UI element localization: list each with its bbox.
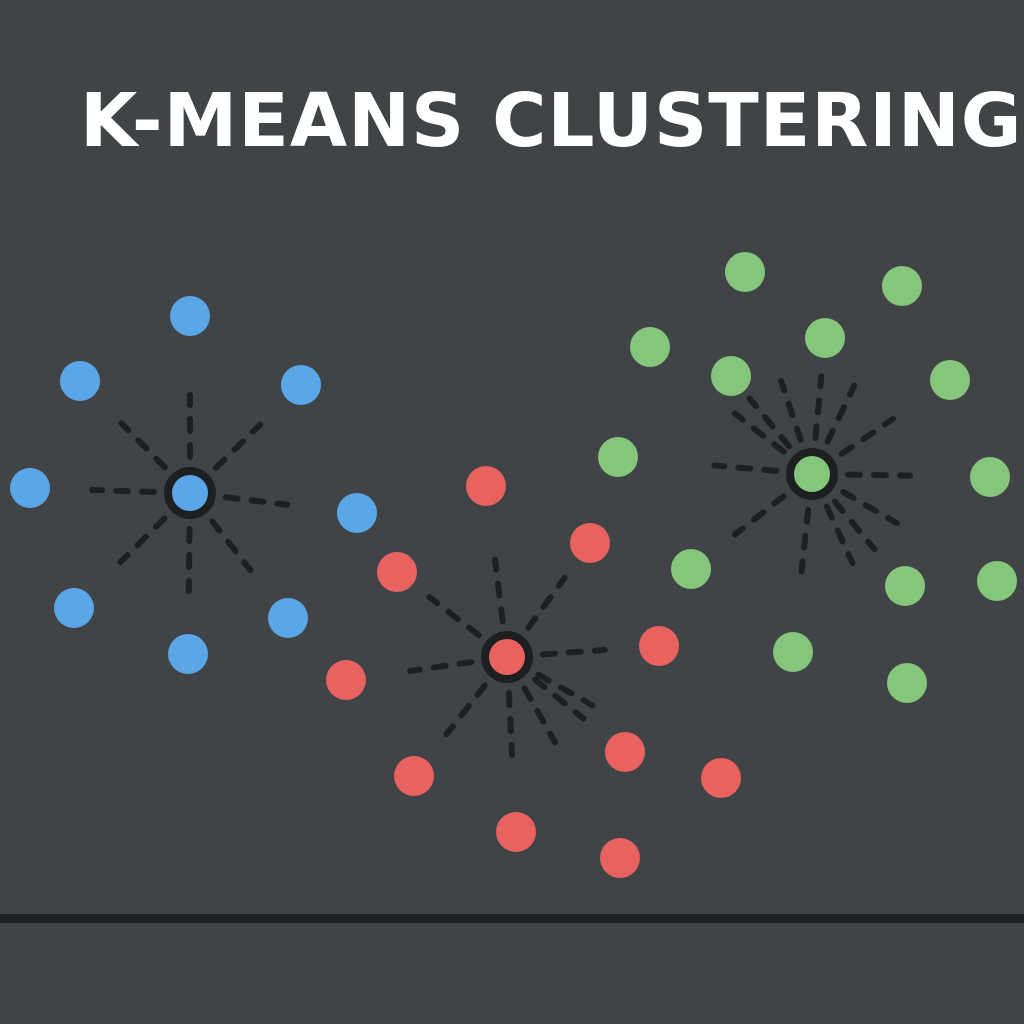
- green-connector-4: [746, 395, 793, 450]
- blue-connector-7: [185, 525, 193, 594]
- blue-data-point-0: [170, 296, 210, 336]
- green-data-point-0: [725, 252, 765, 292]
- green-connector-11: [798, 506, 812, 575]
- red-connector-9: [521, 685, 559, 746]
- green-data-point-8: [671, 549, 711, 589]
- red-data-point-5: [605, 732, 645, 772]
- green-connector-2: [812, 373, 825, 442]
- blue-data-point-3: [10, 468, 50, 508]
- blue-data-point-2: [281, 365, 321, 405]
- green-connector-1: [824, 382, 858, 445]
- blue-connector-1: [118, 420, 168, 471]
- bottom-divider: [0, 914, 1024, 923]
- green-data-point-11: [773, 632, 813, 672]
- blue-data-point-1: [60, 361, 100, 401]
- green-connector-3: [731, 410, 787, 455]
- red-connector-5: [532, 676, 587, 722]
- red-connector-1: [525, 574, 568, 631]
- green-centroid: [786, 448, 838, 500]
- blue-connector-5: [117, 515, 168, 565]
- green-connector-7: [844, 471, 913, 479]
- green-data-point-6: [598, 437, 638, 477]
- green-connector-9: [831, 498, 878, 553]
- red-connector-7: [535, 671, 596, 709]
- blue-data-point-6: [268, 598, 308, 638]
- red-connector-8: [505, 689, 516, 758]
- blue-data-point-7: [168, 634, 208, 674]
- blue-centroid: [164, 467, 216, 519]
- green-connector-8: [731, 493, 787, 538]
- red-data-point-8: [496, 812, 536, 852]
- centroids: [164, 448, 838, 683]
- red-data-point-0: [466, 466, 506, 506]
- red-data-point-2: [377, 552, 417, 592]
- connector-lines: [89, 373, 913, 758]
- page-title: K-MEANS CLUSTERING: [80, 78, 1023, 164]
- blue-connector-2: [212, 421, 264, 471]
- red-connector-6: [443, 682, 488, 738]
- red-data-point-6: [394, 756, 434, 796]
- red-connector-0: [492, 556, 506, 625]
- green-data-point-4: [711, 356, 751, 396]
- red-connector-3: [539, 646, 608, 658]
- green-connector-6: [711, 462, 780, 474]
- red-data-point-9: [600, 838, 640, 878]
- red-data-point-4: [326, 660, 366, 700]
- red-connector-2: [426, 594, 482, 638]
- blue-data-point-4: [337, 493, 377, 533]
- red-data-point-1: [570, 523, 610, 563]
- red-centroid: [481, 631, 533, 683]
- red-data-point-7: [701, 758, 741, 798]
- green-connector-5: [838, 415, 896, 457]
- green-data-point-2: [805, 318, 845, 358]
- blue-connector-6: [209, 518, 254, 574]
- green-connector-10: [840, 489, 900, 527]
- blue-connector-3: [89, 486, 158, 495]
- red-connector-4: [406, 659, 475, 674]
- green-data-point-12: [887, 663, 927, 703]
- green-data-point-7: [970, 457, 1010, 497]
- blue-data-point-5: [54, 588, 94, 628]
- data-points: [10, 252, 1017, 878]
- green-data-point-1: [882, 266, 922, 306]
- red-data-point-3: [639, 626, 679, 666]
- green-data-point-3: [630, 327, 670, 367]
- blue-connector-4: [222, 494, 291, 508]
- green-connector-12: [823, 503, 856, 567]
- green-connector-0: [778, 377, 804, 443]
- green-data-point-5: [930, 360, 970, 400]
- green-data-point-9: [885, 566, 925, 606]
- green-data-point-10: [977, 561, 1017, 601]
